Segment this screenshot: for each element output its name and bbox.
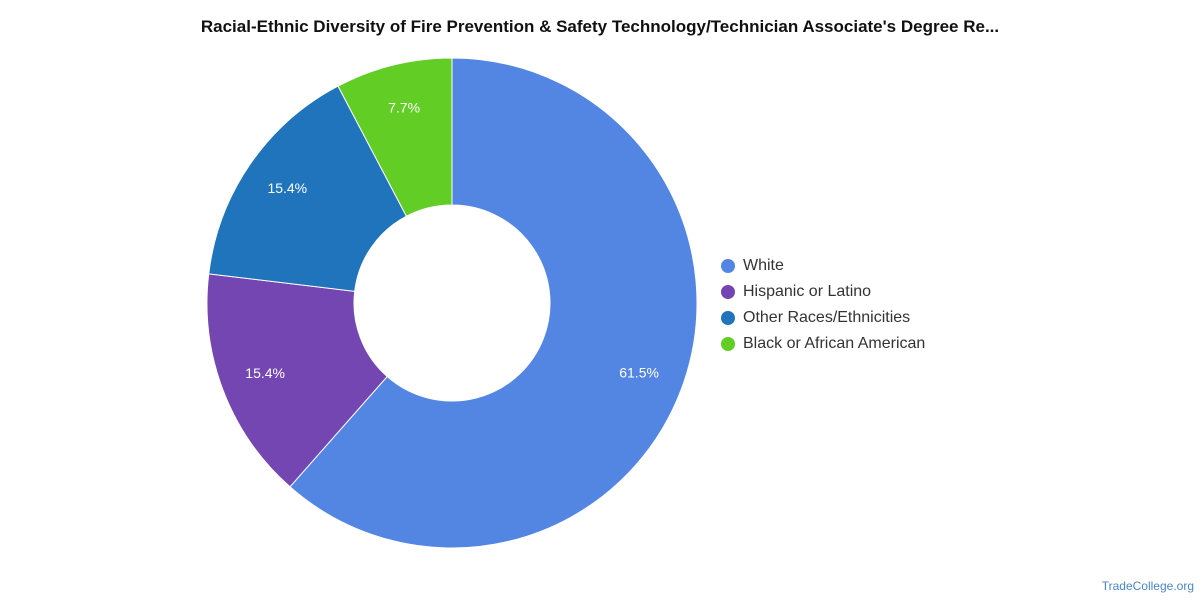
slice-hispanic-or-latino[interactable] xyxy=(206,273,388,488)
legend-item-other-races-ethnicities[interactable]: Other Races/Ethnicities xyxy=(721,305,925,331)
legend-label: Hispanic or Latino xyxy=(743,283,872,300)
data-labels-layer: 61.5% 15.4% 15.4% 7.7% xyxy=(245,100,659,381)
legend-label: Black or African American xyxy=(743,335,926,352)
legend-item-white[interactable]: White xyxy=(721,253,925,279)
legend-item-hispanic-or-latino[interactable]: Hispanic or Latino xyxy=(721,279,925,305)
data-label-other-races-ethnicities: 15.4% xyxy=(267,180,307,196)
legend-swatch-icon xyxy=(721,311,735,325)
data-label-hispanic-or-latino: 15.4% xyxy=(245,365,285,381)
slices-layer xyxy=(206,57,698,549)
legend-swatch-icon xyxy=(721,259,735,273)
legend-item-black-or-african-american[interactable]: Black or African American xyxy=(721,331,925,357)
legend: White Hispanic or Latino Other Races/Ethni… xyxy=(721,253,925,357)
chart-title: Racial-Ethnic Diversity of Fire Preventi… xyxy=(200,17,1000,36)
data-label-black-or-african-american: 7.7% xyxy=(388,100,420,116)
legend-swatch-icon xyxy=(721,285,735,299)
watermark-link[interactable]: TradeCollege.org xyxy=(1101,579,1194,593)
slice-black-or-african-american[interactable] xyxy=(337,57,453,217)
legend-label: Other Races/Ethnicities xyxy=(743,309,911,326)
slice-white[interactable] xyxy=(289,57,698,549)
legend-swatch-icon xyxy=(721,337,735,351)
slice-other-races-ethnicities[interactable] xyxy=(208,85,408,292)
legend-label: White xyxy=(743,257,784,274)
data-label-white: 61.5% xyxy=(619,364,659,380)
